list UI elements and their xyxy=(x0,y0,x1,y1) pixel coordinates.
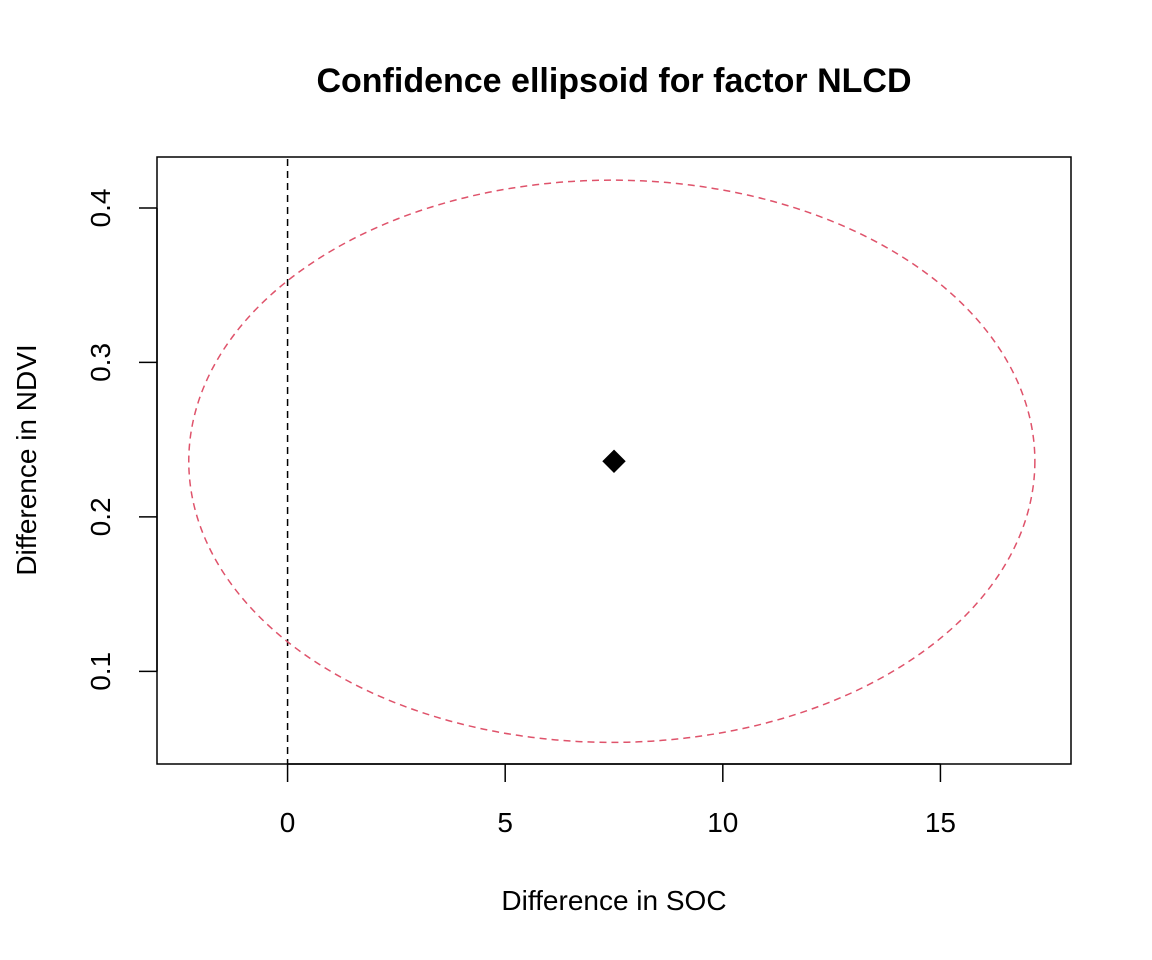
x-axis-label: Difference in SOC xyxy=(501,885,726,916)
x-tick-label: 15 xyxy=(925,807,956,838)
y-tick-label: 0.2 xyxy=(85,497,116,536)
y-tick-label: 0.3 xyxy=(85,343,116,382)
x-tick-label: 0 xyxy=(280,807,296,838)
chart-title: Confidence ellipsoid for factor NLCD xyxy=(316,62,911,100)
point-estimate-marker xyxy=(602,449,626,473)
y-axis-label: Difference in NDVI xyxy=(11,344,42,575)
x-tick-label: 5 xyxy=(497,807,513,838)
y-axis: 0.1 0.2 0.3 0.4 xyxy=(85,189,158,691)
plot-marks xyxy=(188,159,1036,764)
y-tick-label: 0.1 xyxy=(85,652,116,691)
x-axis: 0 5 10 15 xyxy=(280,763,956,838)
confidence-ellipse xyxy=(188,179,1036,744)
x-tick-label: 10 xyxy=(707,807,738,838)
y-tick-label: 0.4 xyxy=(85,189,116,228)
